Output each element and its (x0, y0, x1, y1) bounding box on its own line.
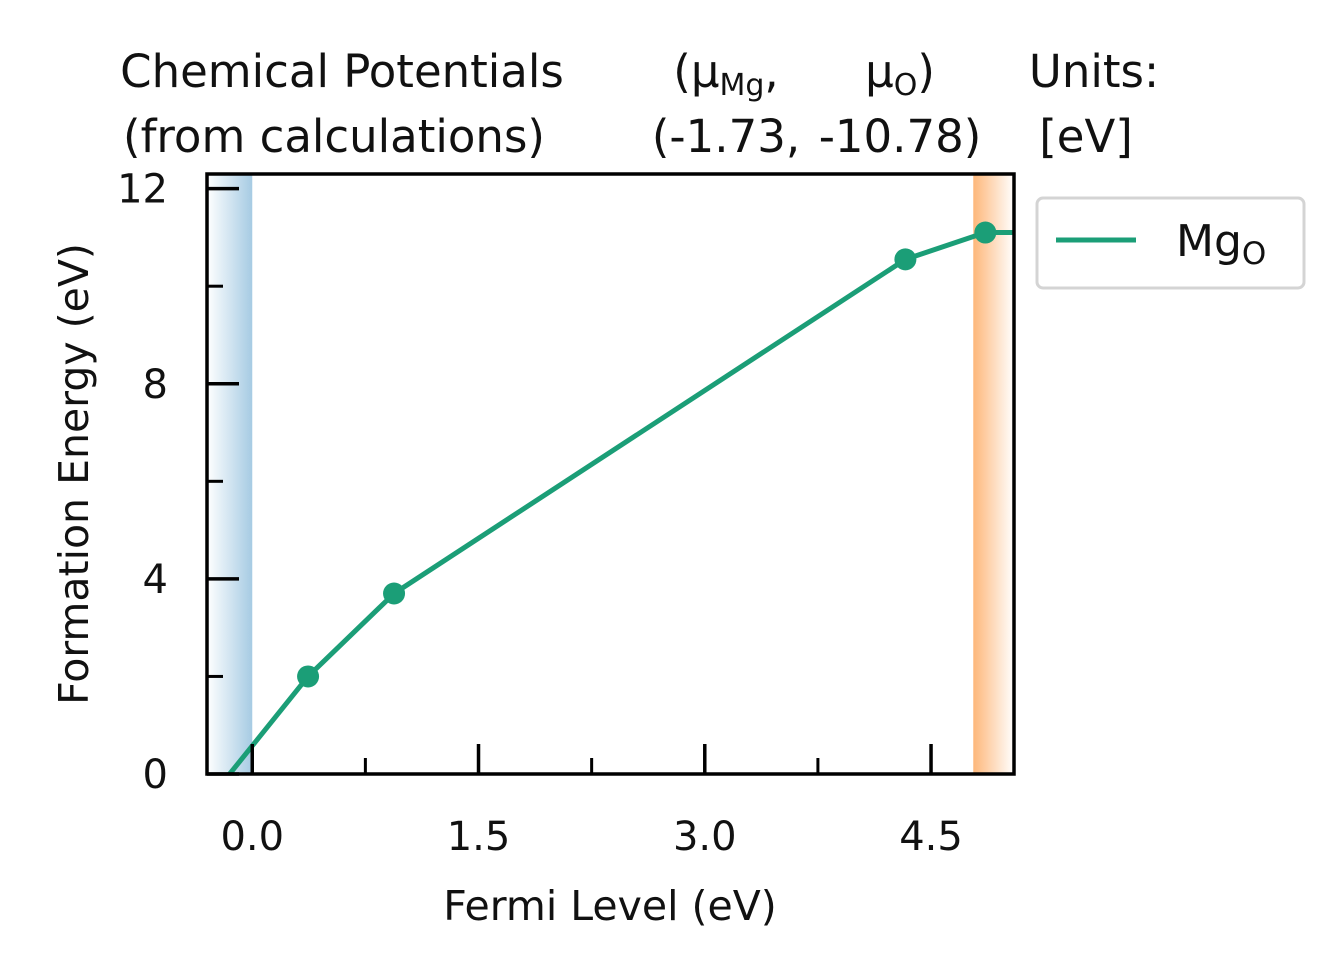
data-point-1 (383, 582, 406, 605)
title-mu-o-subscript: O (894, 68, 918, 103)
title-mu-mg: (μMg, (673, 45, 778, 103)
title-mu-mg-subscript: Mg (719, 68, 764, 103)
marker-layer (297, 221, 997, 688)
title-mu-mg-open: (μ (673, 45, 719, 98)
title-mu-mg-value: (-1.73, (652, 110, 800, 163)
x-tick-label-1: 1.5 (447, 814, 511, 860)
title-mu-o-symbol: μ (865, 45, 894, 98)
series-line-mg-o (227, 230, 1014, 774)
valence-band-region (207, 174, 253, 774)
x-tick-label-0: 0.0 (220, 814, 284, 860)
title-mu-o-close: ) (917, 45, 935, 98)
y-tick-label-1: 4 (143, 557, 168, 603)
y-tick-label-3: 12 (117, 167, 168, 213)
x-tick-label-2: 3.0 (673, 814, 737, 860)
title-units-ev: [eV] (1039, 110, 1133, 163)
y-axis-label: Formation Energy (eV) (50, 243, 98, 705)
x-tick-label-3: 4.5 (899, 814, 963, 860)
legend-box (1035, 196, 1306, 290)
y-tick-label-0: 0 (143, 752, 168, 798)
legend-label-mg-o: MgO (1176, 216, 1266, 272)
legend-label-main: Mg (1176, 216, 1242, 267)
x-axis-ticks: 0.0 1.5 3.0 4.5 (220, 744, 963, 860)
series-layer (227, 230, 1014, 774)
y-axis-ticks: 0 4 8 12 (117, 167, 239, 798)
x-axis-label: Fermi Level (eV) (443, 882, 777, 930)
data-point-3 (974, 221, 997, 244)
data-point-2 (894, 248, 917, 271)
title-chemical-potentials: Chemical Potentials (120, 45, 564, 98)
y-tick-label-2: 8 (143, 362, 168, 408)
conduction-band-region (973, 174, 1014, 774)
title-units: Units: (1029, 45, 1159, 98)
data-point-0 (297, 665, 320, 688)
title-mu-mg-comma: , (764, 45, 778, 98)
legend-label-subscript: O (1242, 236, 1266, 272)
title-from-calculations: (from calculations) (123, 110, 545, 163)
plot-frame (205, 172, 1016, 776)
legend: MgO (1035, 196, 1306, 290)
title-mu-o: μO) (865, 45, 935, 103)
title-mu-o-value: -10.78) (819, 110, 982, 163)
